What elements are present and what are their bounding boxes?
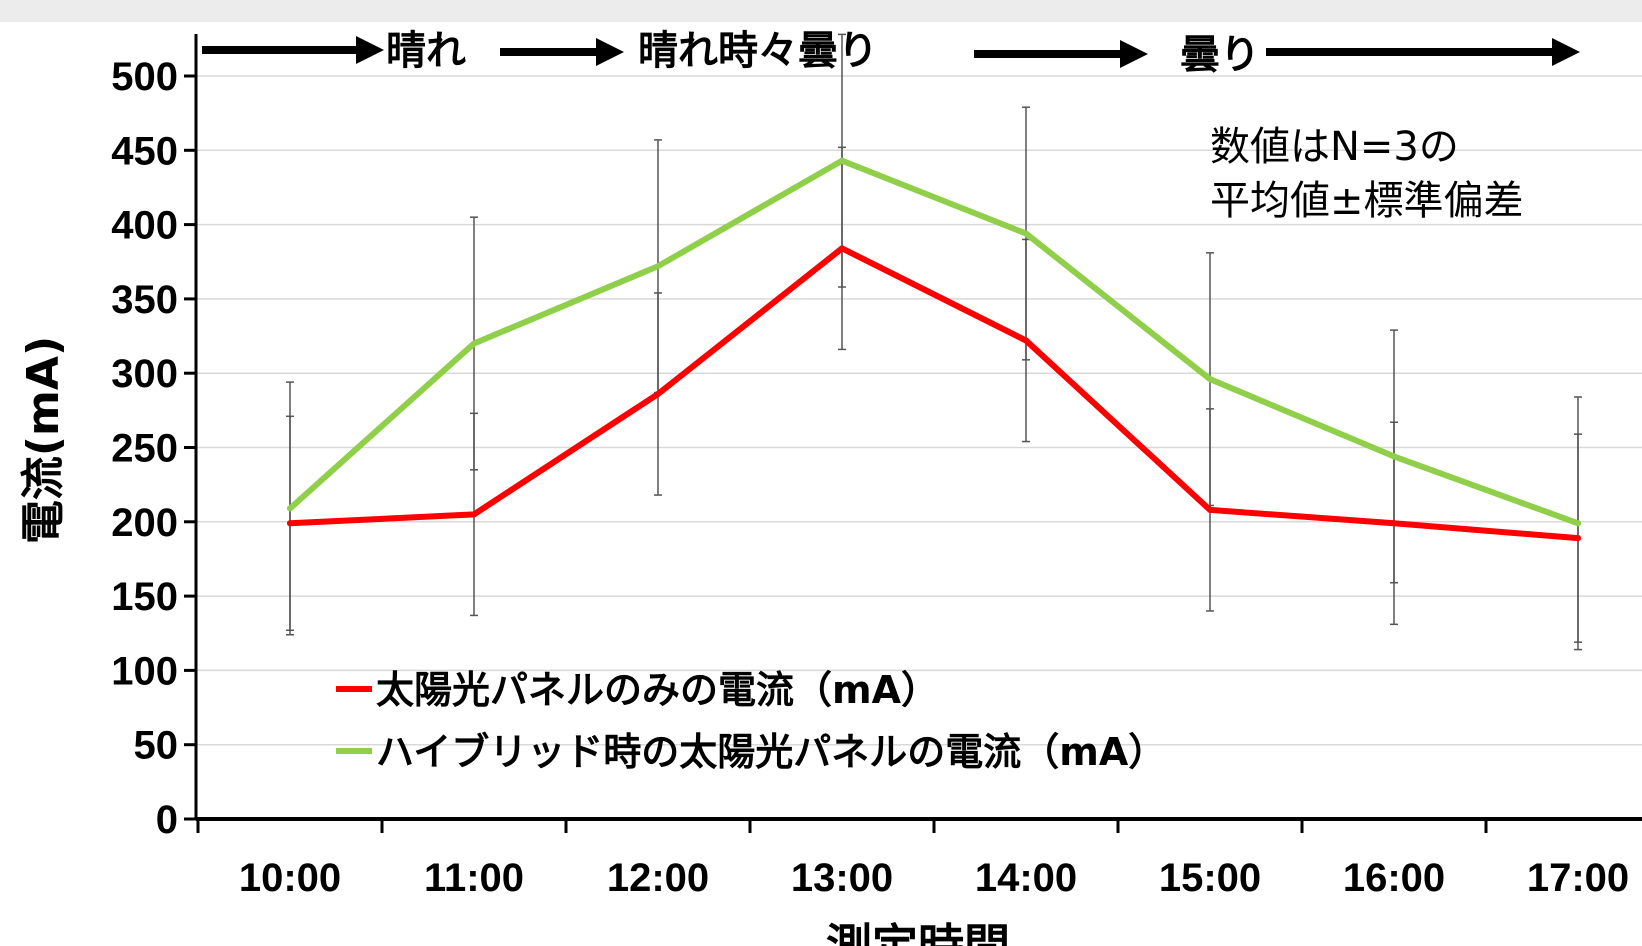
weather-label-sunny: 晴れ [386, 28, 466, 74]
series-lines [287, 157, 1581, 542]
data-point-1-7 [1575, 520, 1581, 527]
y-tick-label-300: 300 [111, 352, 178, 396]
axes [194, 34, 1642, 821]
statistics-note: 数値はN=3の 平均値±標準偏差 [1210, 124, 1524, 224]
x-tick-label-1500: 15:00 [1159, 856, 1261, 900]
line-chart: 0 50 100 150 200 250 300 350 400 450 500 10:00 11:0… [0, 22, 1642, 946]
legend-label-solar-only: 太陽光パネルのみの電流（mA） [376, 668, 939, 712]
y-tick-label-100: 100 [111, 649, 178, 693]
x-tick-label-1400: 14:00 [975, 856, 1077, 900]
y-ticks: 0 50 100 150 200 250 300 350 400 450 500 [111, 55, 196, 842]
weather-arrow-head [356, 36, 384, 64]
y-tick-label-400: 400 [111, 204, 178, 248]
y-tick-label-450: 450 [111, 129, 178, 173]
x-tick-label-1600: 16:00 [1343, 856, 1445, 900]
data-point-0-4 [1023, 337, 1029, 344]
legend-label-hybrid: ハイブリッド時の太陽光パネルの電流（mA） [376, 730, 1166, 774]
weather-arrow-head [1120, 40, 1148, 68]
series-line-1 [287, 157, 1581, 527]
note-line-1: 数値はN=3の [1210, 124, 1459, 170]
y-tick-label-150: 150 [111, 575, 178, 619]
x-tick-label-1700: 17:00 [1527, 856, 1629, 900]
y-tick-label-50: 50 [134, 724, 179, 768]
weather-arrow-head [596, 38, 624, 66]
chart-svg: 0 50 100 150 200 250 300 350 400 450 500 10:00 11:0… [18, 28, 1642, 946]
note-line-2: 平均値±標準偏差 [1210, 178, 1524, 224]
grid-lines [196, 75, 1642, 746]
series-line-0 [287, 245, 1581, 542]
y-axis-label: 電流(mA) [18, 336, 69, 544]
data-point-1-2 [655, 263, 661, 270]
data-point-0-2 [655, 391, 661, 398]
y-tick-label-350: 350 [111, 278, 178, 322]
data-point-1-6 [1391, 453, 1397, 460]
data-point-0-0 [287, 520, 293, 527]
y-tick-label-500: 500 [111, 55, 178, 99]
x-tick-label-1000: 10:00 [239, 856, 341, 900]
x-axis-label: 測定時間 [826, 919, 1010, 946]
data-point-0-3 [839, 245, 845, 252]
data-point-1-4 [1023, 230, 1029, 237]
data-point-1-1 [471, 340, 477, 347]
data-point-0-6 [1391, 520, 1397, 527]
data-point-1-3 [839, 157, 845, 164]
y-tick-label-250: 250 [111, 427, 178, 471]
data-point-0-1 [471, 511, 477, 518]
y-tick-label-200: 200 [111, 501, 178, 545]
weather-label-partly-cloudy: 晴れ時々曇り [638, 28, 878, 74]
data-point-0-5 [1207, 506, 1213, 513]
y-tick-label-0: 0 [156, 798, 178, 842]
x-tick-label-1200: 12:00 [607, 856, 709, 900]
data-point-1-0 [287, 505, 293, 512]
x-tick-label-1300: 13:00 [791, 856, 893, 900]
data-point-1-5 [1207, 376, 1213, 383]
legend: 太陽光パネルのみの電流（mA） ハイブリッド時の太陽光パネルの電流（mA） [336, 668, 1166, 774]
weather-annotation: 晴れ 晴れ時々曇り 曇り [202, 28, 1580, 78]
weather-label-cloudy: 曇り [1180, 32, 1260, 78]
x-tick-label-1100: 11:00 [424, 856, 524, 900]
data-point-0-7 [1575, 535, 1581, 542]
weather-arrow-head [1552, 38, 1580, 66]
x-ticks: 10:00 11:00 12:00 13:00 14:00 15:00 16:00 17:00 [196, 819, 1629, 900]
